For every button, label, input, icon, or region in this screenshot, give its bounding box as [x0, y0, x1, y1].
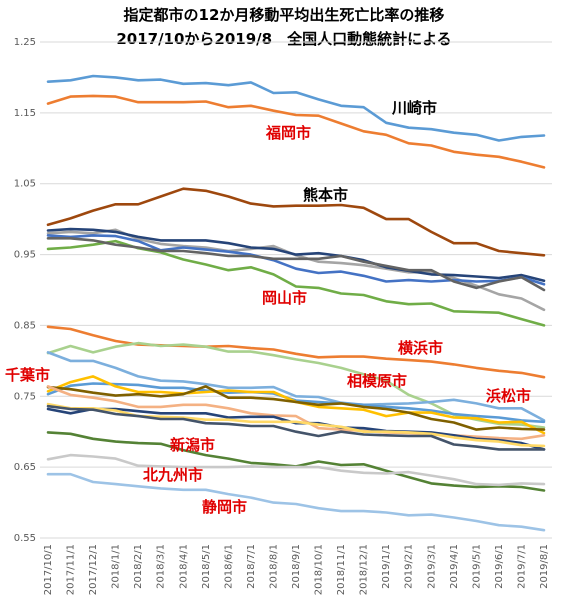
series-line-1 [46, 94, 546, 169]
series-line-10 [46, 351, 546, 422]
x-tick-label: 2018/9/1 [291, 544, 302, 589]
x-tick-label: 2017/11/1 [66, 544, 77, 595]
y-axis-tick-labels: 0.55 0.65 0.75 0.85 0.95 1.05 1.15 1.25 [14, 37, 36, 544]
x-tick-label: 2019/5/1 [471, 544, 482, 589]
annotation-label: 岡山市 [262, 289, 307, 307]
y-tick-label: 0.85 [14, 320, 36, 331]
annotation-label: 静岡市 [202, 498, 247, 516]
annotation-label: 熊本市 [303, 186, 348, 204]
annotation-label: 川崎市 [391, 99, 437, 117]
series-line-5 [46, 227, 546, 283]
annotation-label: 北九州市 [143, 466, 203, 484]
annotation-label: 浜松市 [486, 387, 531, 405]
x-tick-label: 2019/8/1 [539, 544, 550, 589]
x-tick-label: 2017/12/1 [88, 544, 99, 595]
y-tick-label: 1.25 [14, 37, 36, 48]
x-tick-label: 2018/3/1 [156, 544, 167, 589]
x-tick-label: 2018/7/1 [246, 544, 257, 589]
x-tick-label: 2018/11/1 [336, 544, 347, 595]
chart-title: 指定都市の12か月移動平均出生死亡比率の推移 [124, 6, 445, 24]
y-tick-label: 0.95 [14, 250, 36, 261]
y-tick-label: 0.55 [14, 533, 36, 544]
x-tick-label: 2018/6/1 [223, 544, 234, 589]
y-tick-label: 1.05 [14, 179, 36, 190]
series-line-0 [46, 74, 546, 142]
x-tick-label: 2018/2/1 [133, 544, 144, 589]
annotation-label: 横浜市 [398, 339, 443, 357]
annotation-label: 相模原市 [347, 372, 407, 390]
series-line-19 [46, 453, 546, 487]
x-axis-tick-labels: 2017/10/1 2017/11/1 2017/12/1 2018/1/1 2018/… [43, 544, 550, 595]
y-tick-label: 1.15 [14, 108, 36, 119]
series-line-11 [46, 382, 546, 424]
x-tick-label: 2018/4/1 [178, 544, 189, 589]
annotation-label: 新潟市 [170, 436, 215, 454]
series-line-6 [46, 234, 546, 286]
x-tick-label: 2019/6/1 [494, 544, 505, 589]
x-tick-label: 2019/3/1 [426, 544, 437, 589]
series-line-7 [46, 237, 546, 292]
x-tick-label: 2019/2/1 [404, 544, 415, 589]
series-line-17 [46, 404, 546, 451]
x-tick-label: 2019/1/1 [381, 544, 392, 589]
x-tick-label: 2017/10/1 [43, 544, 54, 595]
x-tick-label: 2019/7/1 [516, 544, 527, 589]
series-lines [46, 74, 546, 532]
annotation-label: 福岡市 [265, 124, 311, 142]
x-tick-label: 2018/10/1 [314, 544, 325, 595]
x-tick-label: 2018/5/1 [201, 544, 212, 589]
x-tick-label: 2018/8/1 [268, 544, 279, 589]
series-line-9 [46, 341, 546, 429]
x-tick-label: 2018/1/1 [111, 544, 122, 589]
x-tick-label: 2019/4/1 [449, 544, 460, 589]
x-tick-label: 2018/12/1 [359, 544, 370, 595]
y-tick-label: 0.75 [14, 391, 36, 402]
series-line-2 [46, 187, 546, 257]
series-line-13 [46, 385, 546, 431]
chart-subtitle: 2017/10から2019/8 全国人口動態統計による [116, 30, 451, 48]
annotation-label: 千葉市 [5, 366, 50, 384]
series-line-20 [46, 472, 546, 532]
y-tick-label: 0.65 [14, 462, 36, 473]
series-line-15 [46, 407, 546, 451]
